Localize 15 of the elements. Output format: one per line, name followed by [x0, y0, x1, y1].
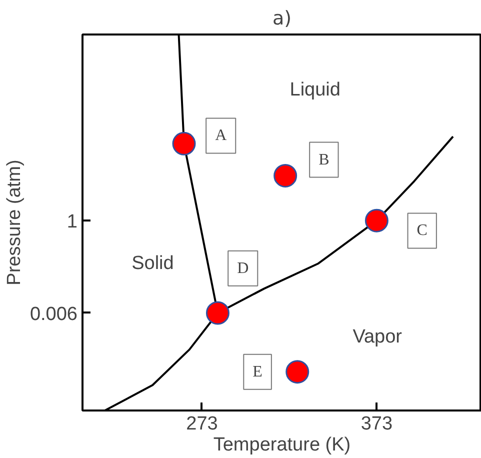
x-tick-label: 373 [360, 414, 393, 434]
annotation: A [215, 127, 228, 144]
annotation: C [416, 222, 428, 240]
x-axis-title: Temperature (K) [213, 434, 351, 456]
chart-title: a) [272, 8, 292, 30]
annotation: E [252, 363, 262, 380]
annotation: Solid [132, 252, 174, 274]
y-tick-label: 0.006 [30, 304, 78, 325]
y-axis-title: Pressure (atm) [4, 160, 25, 286]
y-tick-label: 1 [66, 212, 78, 233]
annotation: B [318, 151, 330, 168]
annotation: Vapor [352, 326, 403, 348]
x-tick-label: 273 [186, 414, 218, 434]
annotation: D [237, 260, 249, 277]
annotation: Liquid [290, 79, 340, 100]
